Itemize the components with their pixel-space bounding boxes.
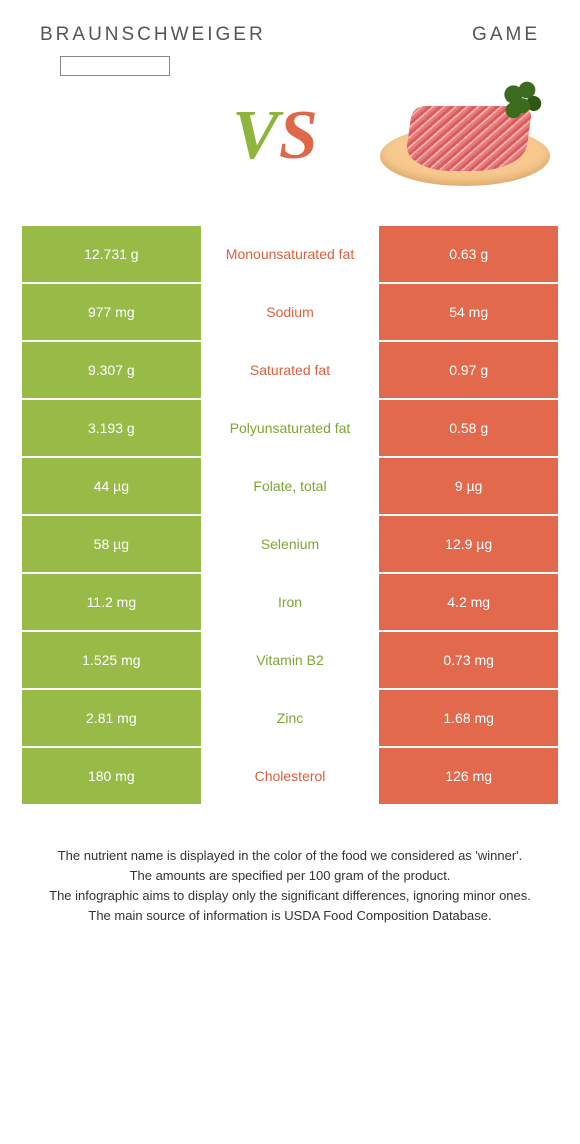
footer-line: The amounts are specified per 100 gram o…	[28, 866, 552, 886]
nutrient-name: Folate, total	[201, 458, 380, 516]
vs-v: V	[232, 97, 279, 174]
value-left: 9.307 g	[22, 342, 201, 400]
image-meat	[380, 76, 550, 186]
nutrient-name: Selenium	[201, 516, 380, 574]
value-right: 126 mg	[379, 748, 558, 806]
value-left: 1.525 mg	[22, 632, 201, 690]
value-left: 58 µg	[22, 516, 201, 574]
header: Braunschweiger Game	[0, 0, 580, 56]
title-right: Game	[472, 24, 540, 46]
nutrient-name: Cholesterol	[201, 748, 380, 806]
table-row: 12.731 gMonounsaturated fat0.63 g	[22, 226, 558, 284]
footer-line: The main source of information is USDA F…	[28, 906, 552, 926]
table-row: 1.525 mgVitamin B20.73 mg	[22, 632, 558, 690]
table-row: 11.2 mgIron4.2 mg	[22, 574, 558, 632]
nutrient-name: Sodium	[201, 284, 380, 342]
nutrient-table: 12.731 gMonounsaturated fat0.63 g977 mgS…	[22, 226, 558, 806]
value-right: 9 µg	[379, 458, 558, 516]
footer-line: The nutrient name is displayed in the co…	[28, 846, 552, 866]
value-left: 2.81 mg	[22, 690, 201, 748]
title-left: Braunschweiger	[40, 24, 266, 46]
hero: VS	[0, 56, 580, 226]
value-right: 0.73 mg	[379, 632, 558, 690]
value-right: 12.9 µg	[379, 516, 558, 574]
nutrient-name: Zinc	[201, 690, 380, 748]
value-left: 977 mg	[22, 284, 201, 342]
table-row: 3.193 gPolyunsaturated fat0.58 g	[22, 400, 558, 458]
table-row: 180 mgCholesterol126 mg	[22, 748, 558, 806]
footer-line: The infographic aims to display only the…	[28, 886, 552, 906]
value-left: 11.2 mg	[22, 574, 201, 632]
value-right: 54 mg	[379, 284, 558, 342]
vs-s: S	[279, 97, 318, 174]
value-right: 0.63 g	[379, 226, 558, 284]
value-right: 0.97 g	[379, 342, 558, 400]
table-row: 2.81 mgZinc1.68 mg	[22, 690, 558, 748]
value-left: 3.193 g	[22, 400, 201, 458]
value-right: 1.68 mg	[379, 690, 558, 748]
image-placeholder-left	[60, 56, 170, 76]
nutrient-name: Saturated fat	[201, 342, 380, 400]
vs-label: VS	[232, 96, 318, 176]
table-row: 44 µgFolate, total9 µg	[22, 458, 558, 516]
table-row: 9.307 gSaturated fat0.97 g	[22, 342, 558, 400]
value-left: 180 mg	[22, 748, 201, 806]
nutrient-name: Iron	[201, 574, 380, 632]
value-left: 44 µg	[22, 458, 201, 516]
herb-icon	[500, 81, 545, 126]
nutrient-name: Polyunsaturated fat	[201, 400, 380, 458]
value-right: 0.58 g	[379, 400, 558, 458]
value-right: 4.2 mg	[379, 574, 558, 632]
footer-notes: The nutrient name is displayed in the co…	[0, 806, 580, 927]
table-row: 977 mgSodium54 mg	[22, 284, 558, 342]
value-left: 12.731 g	[22, 226, 201, 284]
nutrient-name: Monounsaturated fat	[201, 226, 380, 284]
table-row: 58 µgSelenium12.9 µg	[22, 516, 558, 574]
nutrient-name: Vitamin B2	[201, 632, 380, 690]
